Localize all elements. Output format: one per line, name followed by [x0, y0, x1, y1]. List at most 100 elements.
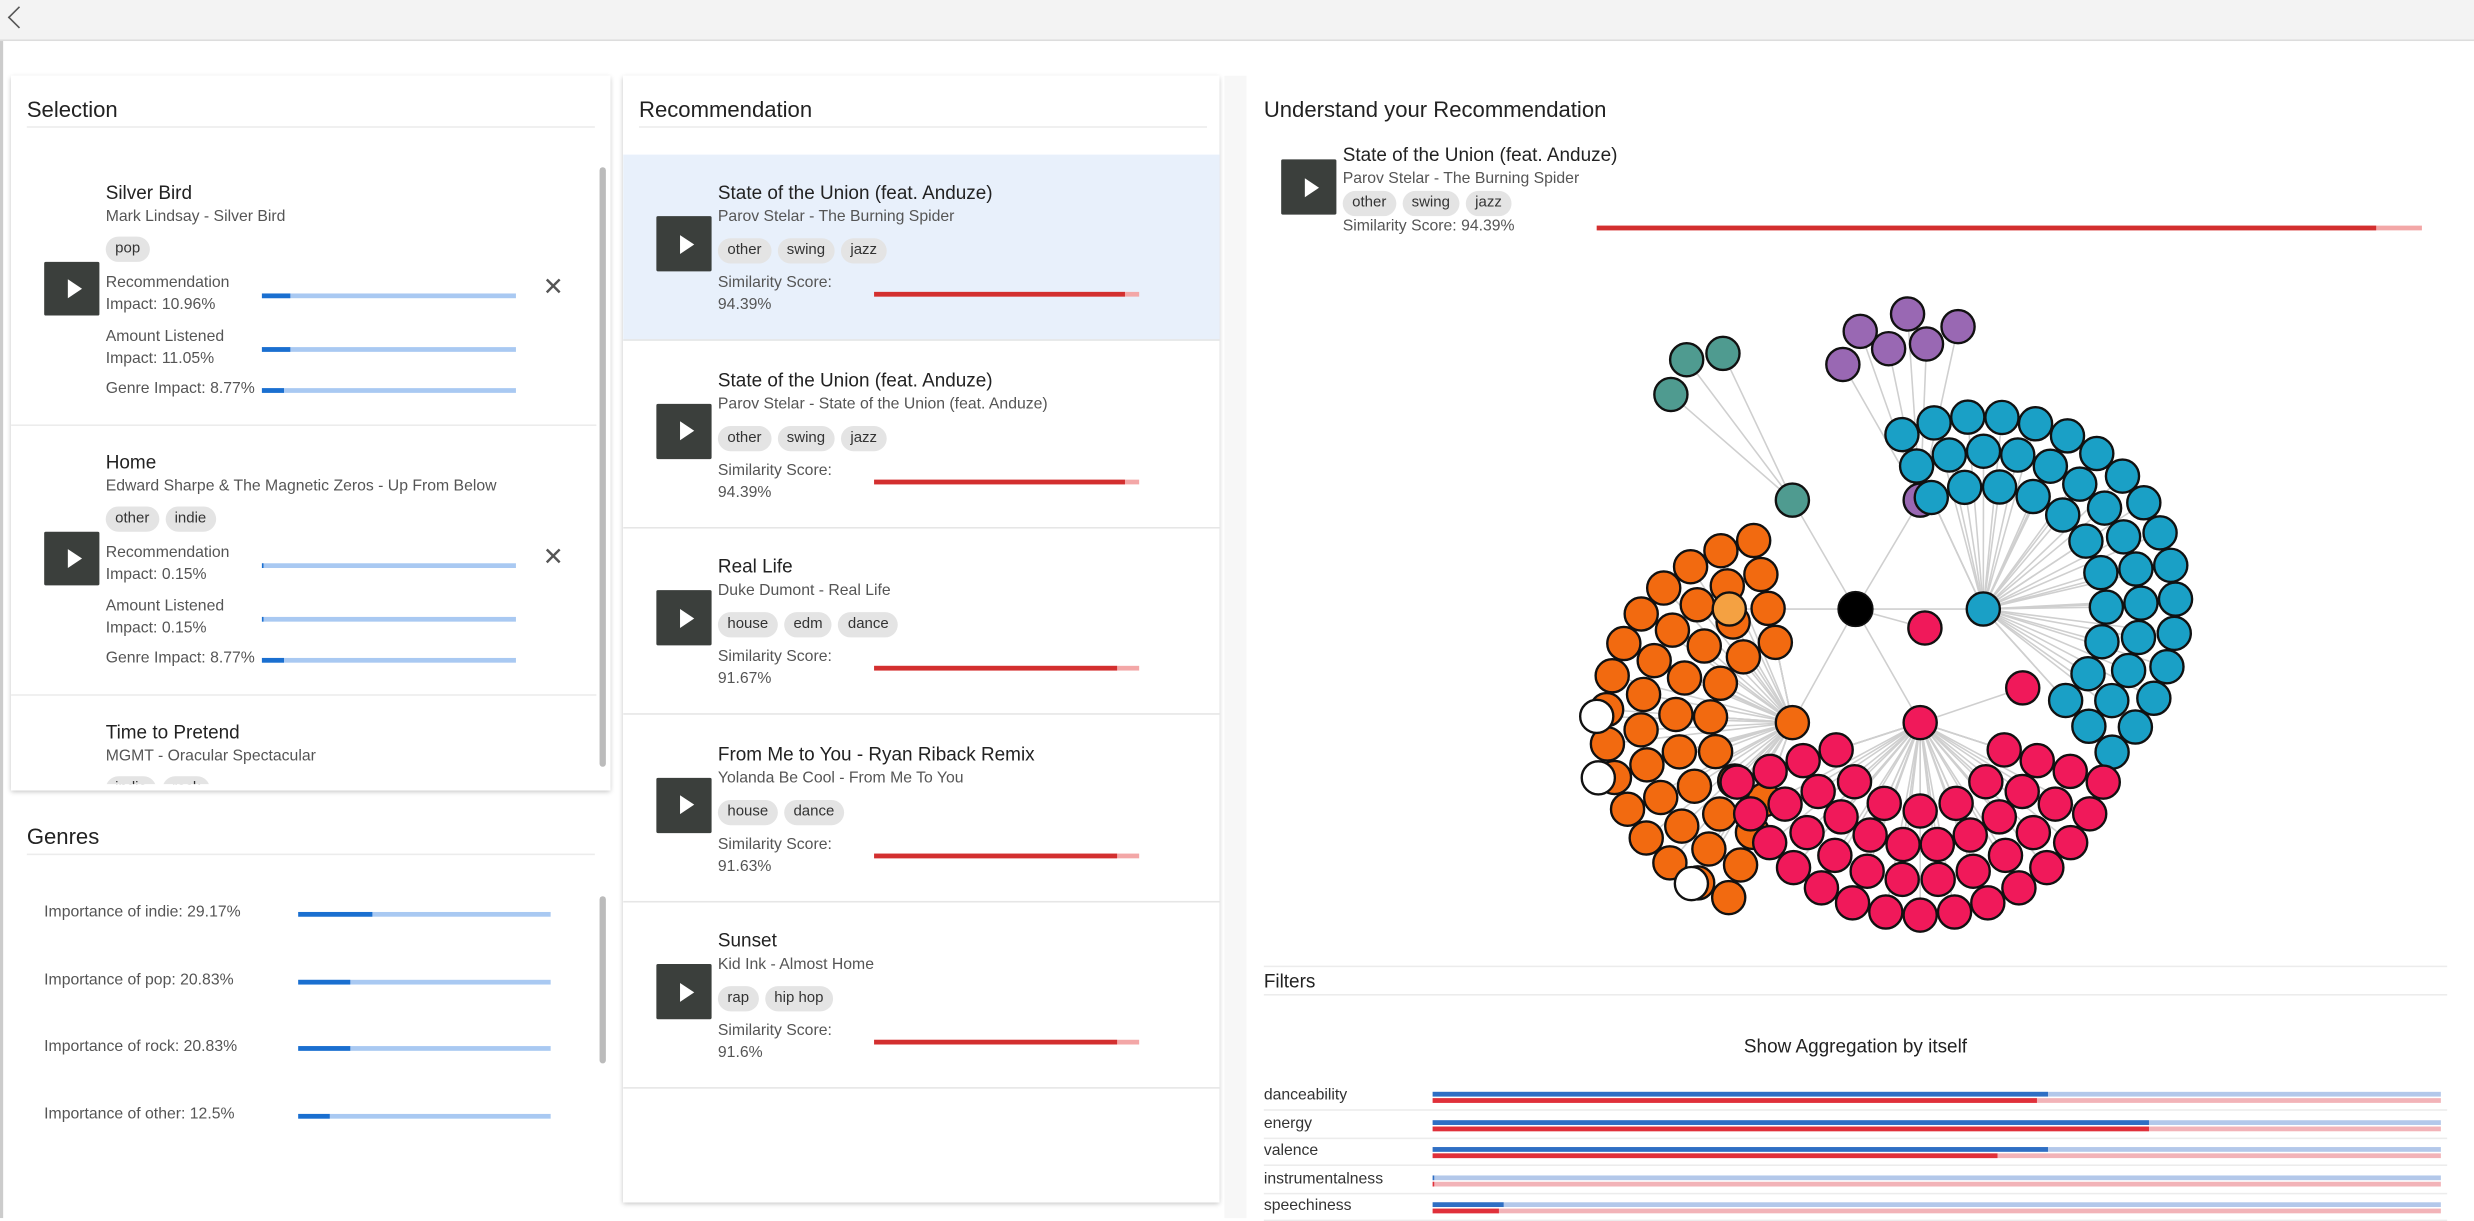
graph-node	[2159, 583, 2192, 616]
scrollbar-track	[1224, 76, 1246, 1218]
album-art[interactable]	[656, 403, 711, 458]
album-art[interactable]	[44, 262, 99, 316]
remove-button[interactable]: ✕	[543, 549, 562, 568]
bar-track	[262, 347, 516, 352]
tag: jazz	[841, 425, 887, 450]
graph-node	[2119, 710, 2152, 743]
bar-fill	[874, 292, 1124, 297]
graph-node	[2087, 766, 2120, 799]
song-title: State of the Union (feat. Anduze)	[718, 368, 993, 390]
graph-edge	[1723, 353, 1792, 500]
feature-label: danceability	[1264, 1086, 1347, 1108]
graph-node	[2051, 419, 2084, 452]
graph-node	[1951, 401, 1984, 434]
graph-node	[2002, 871, 2035, 904]
tag: other	[1343, 191, 1396, 216]
graph-node	[2034, 450, 2067, 483]
song-item[interactable]	[623, 903, 1219, 1089]
scrollbar[interactable]	[600, 896, 606, 1063]
understand-title: Understand your Recommendation	[1264, 96, 1607, 121]
album-art[interactable]	[656, 964, 711, 1019]
metric-label: Amount Listened Impact: 0.15%	[106, 596, 251, 640]
bar-fill	[298, 979, 351, 984]
graph-node	[1752, 592, 1785, 625]
tag-list: indierock	[106, 776, 210, 784]
graph-node	[2080, 437, 2113, 470]
graph-node	[2096, 736, 2129, 769]
feature-label: valence	[1264, 1141, 1318, 1163]
graph-node	[1703, 797, 1736, 830]
song-title: Silver Bird	[106, 181, 192, 203]
graph-node	[1900, 449, 1933, 482]
bar-fill	[1433, 1147, 2048, 1152]
metric-label: Genre Impact: 8.77%	[106, 379, 280, 401]
genre-label: Importance of other: 12.5%	[44, 1104, 234, 1126]
bar-fill	[874, 853, 1117, 858]
bar-fill	[1597, 226, 2376, 231]
scrollbar[interactable]	[600, 167, 606, 767]
graph-node	[1967, 592, 2000, 625]
remove-button[interactable]: ✕	[543, 279, 562, 298]
similarity-label: Similarity Score: 91.67%	[718, 647, 847, 691]
song-subtitle: Parov Stelar - State of the Union (feat.…	[718, 394, 1048, 416]
song-item[interactable]	[623, 529, 1219, 715]
graph-node	[1663, 735, 1696, 768]
tag: indie	[106, 776, 157, 784]
album-art[interactable]	[656, 590, 711, 645]
tag: other	[106, 506, 159, 531]
graph-node	[2019, 407, 2052, 440]
bar-track	[262, 293, 516, 298]
bar-fill	[298, 1114, 330, 1119]
bar-fill	[1433, 1181, 1434, 1186]
graph-center-node	[1838, 592, 1873, 627]
album-art[interactable]	[656, 216, 711, 271]
graph-node	[2090, 591, 2123, 624]
genres-card	[11, 808, 611, 1210]
album-art[interactable]	[44, 532, 99, 586]
metric-label: Genre Impact: 8.77%	[106, 648, 280, 670]
graph-node	[2001, 438, 2034, 471]
graph-node	[1820, 733, 1853, 766]
graph-node	[1692, 832, 1725, 865]
graph-node	[1694, 700, 1727, 733]
graph-node	[2054, 826, 2087, 859]
tag: swing	[777, 238, 834, 263]
divider	[11, 694, 596, 696]
song-title: Time to Pretend	[106, 721, 240, 743]
graph-node	[1625, 713, 1658, 746]
similarity-label: Similarity Score: 91.63%	[718, 834, 847, 878]
graph-node	[2046, 498, 2079, 531]
aggregation-toggle[interactable]: Show Aggregation by itself	[1698, 1035, 2014, 1057]
graph-node	[1915, 481, 1948, 514]
bar-fill	[262, 388, 284, 393]
album-art[interactable]	[656, 777, 711, 832]
graph-node	[1787, 744, 1820, 777]
graph-node	[2137, 682, 2170, 715]
graph-node	[1744, 558, 1777, 591]
divider	[1264, 1137, 2447, 1139]
graph-node	[1582, 761, 1615, 794]
song-title: Home	[106, 451, 157, 473]
divider	[1264, 966, 2447, 968]
bar-track	[262, 563, 516, 568]
graph-node	[1957, 855, 1990, 888]
divider	[1264, 1164, 2447, 1166]
graph-node	[1938, 895, 1971, 928]
album-art[interactable]	[1281, 159, 1336, 214]
graph-node	[2119, 552, 2152, 585]
graph-node	[1983, 470, 2016, 503]
tag: swing	[1402, 191, 1459, 216]
tag: edm	[784, 612, 832, 637]
graph-node	[2095, 684, 2128, 717]
tag: dance	[838, 612, 898, 637]
divider	[639, 126, 1207, 128]
graph-node	[1868, 787, 1901, 820]
graph-node	[1904, 794, 1937, 827]
graph-node	[1940, 787, 1973, 820]
song-title: State of the Union (feat. Anduze)	[718, 181, 993, 203]
graph-node	[1836, 886, 1869, 919]
